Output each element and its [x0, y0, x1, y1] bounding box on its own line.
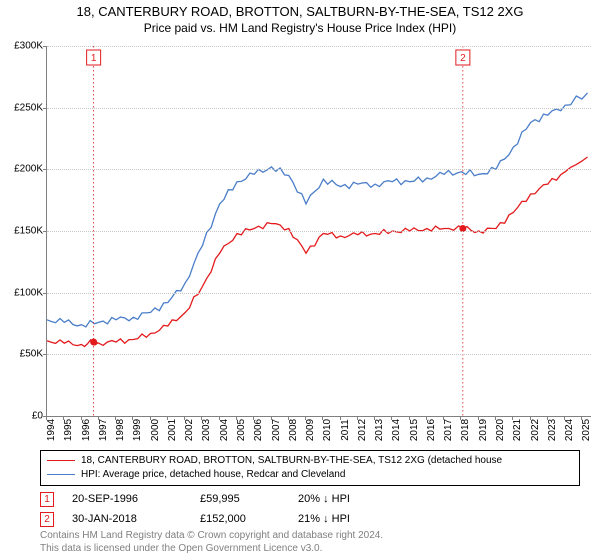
x-tick-label: 2021: [512, 419, 523, 441]
attribution-line2: This data is licensed under the Open Gov…: [40, 543, 383, 556]
x-tick-label: 2004: [219, 419, 230, 441]
x-tick-label: 2006: [253, 419, 264, 441]
x-tick-label: 1996: [81, 419, 92, 441]
x-tick-label: 2019: [478, 419, 489, 441]
sale-records: 1 20-SEP-1996 £59,995 20% ↓ HPI 2 30-JAN-2018…: [40, 490, 408, 530]
x-tick-label: 1997: [98, 419, 109, 441]
svg-text:2: 2: [460, 53, 466, 64]
svg-text:1: 1: [91, 53, 97, 64]
legend-item-hpi: HPI: Average price, detached house, Redc…: [47, 468, 573, 482]
y-tick-label: £250K: [1, 102, 47, 113]
sale-row-1: 1 20-SEP-1996 £59,995 20% ↓ HPI: [40, 490, 408, 508]
x-tick-label: 2024: [564, 419, 575, 441]
sale-marker-2: 2: [40, 512, 54, 527]
x-tick-label: 2023: [547, 419, 558, 441]
y-tick-label: £150K: [1, 226, 47, 237]
marker-box-2: 2: [456, 50, 470, 65]
chart-legend: 18, CANTERBURY ROAD, BROTTON, SALTBURN-B…: [40, 450, 580, 486]
y-tick-label: £100K: [1, 287, 47, 298]
x-tick-label: 2011: [340, 419, 351, 441]
x-tick-label: 2025: [581, 419, 592, 441]
x-tick-label: 2018: [460, 419, 471, 441]
sale-marker-1: 1: [40, 492, 54, 507]
x-tick-label: 2016: [426, 419, 437, 441]
legend-label-hpi: HPI: Average price, detached house, Redc…: [81, 469, 345, 480]
x-axis-ticks: 1994 1995 1996 1997 1998 1999 2000 2001 2002 2003…: [46, 416, 590, 446]
x-tick-label: 2001: [167, 419, 178, 441]
chart-title-line1: 18, CANTERBURY ROAD, BROTTON, SALTBURN-B…: [0, 0, 600, 21]
x-tick-label: 2017: [443, 419, 454, 441]
x-tick-label: 2015: [409, 419, 420, 441]
sale-pct-vs-hpi: 20% ↓ HPI: [298, 493, 408, 505]
x-tick-label: 2007: [271, 419, 282, 441]
sale-date: 20-SEP-1996: [72, 493, 182, 505]
x-tick-label: 1994: [46, 419, 57, 441]
x-tick-label: 2020: [495, 419, 506, 441]
attribution-line1: Contains HM Land Registry data © Crown c…: [40, 530, 383, 543]
marker-dot-1: [90, 339, 97, 346]
x-tick-label: 2005: [236, 419, 247, 441]
x-tick-label: 2000: [150, 419, 161, 441]
y-tick-label: £300K: [1, 41, 47, 52]
sale-row-2: 2 30-JAN-2018 £152,000 21% ↓ HPI: [40, 510, 408, 528]
x-tick-label: 2002: [184, 419, 195, 441]
attribution-text: Contains HM Land Registry data © Crown c…: [40, 530, 383, 555]
x-tick-label: 2013: [374, 419, 385, 441]
sale-price: £59,995: [200, 493, 280, 505]
x-tick-label: 1999: [132, 419, 143, 441]
legend-item-price-paid: 18, CANTERBURY ROAD, BROTTON, SALTBURN-B…: [47, 454, 573, 468]
x-tick-label: 2022: [530, 419, 541, 441]
x-tick-label: 2009: [305, 419, 316, 441]
chart-title-line2: Price paid vs. HM Land Registry's House …: [0, 21, 600, 37]
x-tick-label: 1995: [63, 419, 74, 441]
y-tick-label: £200K: [1, 164, 47, 175]
series-line-price_paid: [47, 157, 588, 347]
legend-label-price-paid: 18, CANTERBURY ROAD, BROTTON, SALTBURN-B…: [81, 455, 502, 466]
x-tick-label: 2010: [322, 419, 333, 441]
marker-box-1: 1: [87, 50, 101, 65]
sale-pct-vs-hpi: 21% ↓ HPI: [298, 513, 408, 525]
chart-plot-area: 12 £0£50K£100K£150K£200K£250K£300K: [46, 46, 591, 417]
x-tick-label: 1998: [115, 419, 126, 441]
x-tick-label: 2014: [391, 419, 402, 441]
y-tick-label: £50K: [1, 349, 47, 360]
legend-swatch-price-paid: [47, 460, 75, 461]
y-tick-label: £0: [1, 411, 47, 422]
legend-swatch-hpi: [47, 474, 75, 475]
sale-date: 30-JAN-2018: [72, 513, 182, 525]
x-tick-label: 2008: [288, 419, 299, 441]
x-tick-label: 2003: [201, 419, 212, 441]
x-tick-label: 2012: [357, 419, 368, 441]
sale-price: £152,000: [200, 513, 280, 525]
